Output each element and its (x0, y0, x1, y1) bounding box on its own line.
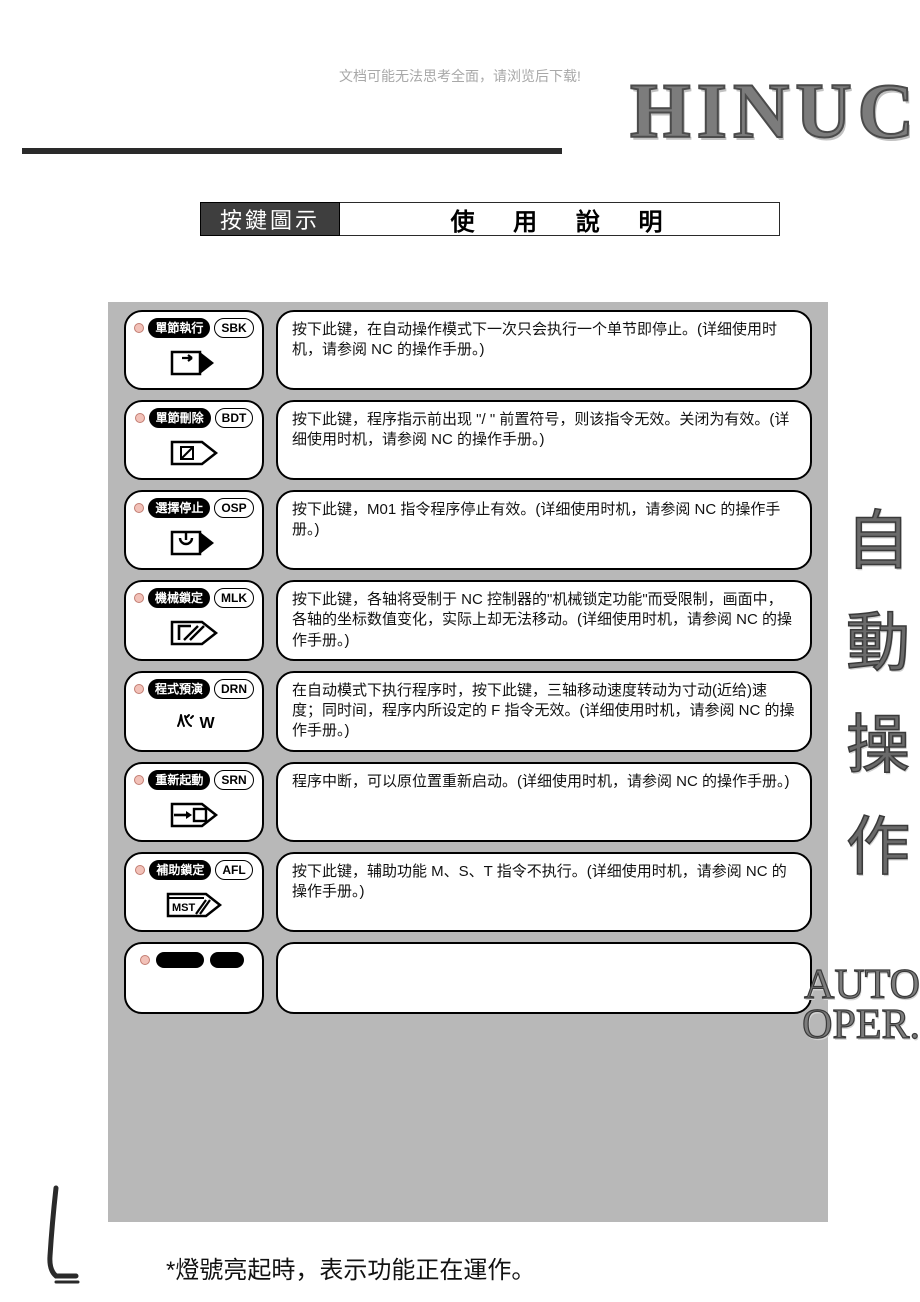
key-drn[interactable]: 程式預演 DRN W (124, 671, 264, 752)
key-sbk[interactable]: 單節執行 SBK (124, 310, 264, 390)
mlk-icon (162, 616, 226, 650)
side-column: 自 動 操 作 (836, 510, 920, 880)
key-cn-label: 程式預演 (148, 679, 210, 699)
footnote: *燈號亮起時，表示功能正在運作。 (166, 1250, 535, 1285)
led-icon (134, 323, 144, 333)
key-mlk[interactable]: 機械鎖定 MLK (124, 580, 264, 661)
desc-afl: 按下此键，辅助功能 M、S、T 指令不执行。(详细使用时机，请参阅 NC 的操作… (276, 852, 812, 932)
key-osp[interactable]: 選擇停止 OSP (124, 490, 264, 570)
drn-w: W (199, 715, 214, 733)
section-header: 按鍵圖示 使 用 說 明 (200, 202, 780, 236)
led-icon (135, 413, 145, 423)
key-cn-label: 單節執行 (148, 318, 210, 338)
key-code-label: SBK (214, 318, 253, 338)
key-srn[interactable]: 重新起動 SRN (124, 762, 264, 842)
desc-sbk: 按下此键，在自动操作模式下一次只会执行一个单节即停止。(详细使用时机，请参阅 N… (276, 310, 812, 390)
section-right-label: 使 用 說 明 (340, 202, 780, 236)
section-left-label: 按鍵圖示 (200, 202, 340, 236)
key-panel: 單節執行 SBK 按下此键，在自动操作模式下一次只会执行一个单节即停止。(详细使… (108, 302, 828, 1222)
key-code-label: BDT (215, 408, 254, 428)
row-afl: 補助鎖定 AFL MST 按下此键，辅助功能 M、S、T 指令不执行。(详细使用… (124, 852, 812, 932)
key-afl[interactable]: 補助鎖定 AFL MST (124, 852, 264, 932)
desc-blank (276, 942, 812, 1014)
key-code-label: OSP (214, 498, 253, 518)
key-cn-label: 選擇停止 (148, 498, 210, 518)
desc-drn: 在自动模式下执行程序时，按下此键，三轴移动速度转动为寸动(近给)速度；同时间，程… (276, 671, 812, 752)
row-drn: 程式預演 DRN W 在自动模式下执行程序时，按下此键，三轴移动速度转动为寸动(… (124, 671, 812, 752)
key-cn-label: 單節刪除 (149, 408, 211, 428)
osp-icon (162, 526, 226, 560)
drn-icon: W (162, 707, 226, 741)
led-icon (134, 684, 144, 694)
led-icon (134, 593, 144, 603)
led-icon (134, 775, 144, 785)
brand-logo: HINUC (630, 78, 920, 144)
row-srn: 重新起動 SRN 程序中断，可以原位置重新启动。(详细使用时机，请参阅 NC 的… (124, 762, 812, 842)
svg-text:MST: MST (172, 902, 196, 914)
row-osp: 選擇停止 OSP 按下此键，M01 指令程序停止有效。(详细使用时机，请参阅 N… (124, 490, 812, 570)
auto-oper-label: AUTO OPER. (802, 966, 920, 1046)
key-blank (124, 942, 264, 1014)
led-icon (134, 503, 144, 513)
side-char-2: 動 (846, 612, 910, 676)
desc-osp: 按下此键，M01 指令程序停止有效。(详细使用时机，请参阅 NC 的操作手册。) (276, 490, 812, 570)
row-blank (124, 942, 812, 1014)
side-char-1: 自 (846, 510, 910, 574)
srn-icon (162, 798, 226, 832)
key-cn-label: 重新起動 (148, 770, 210, 790)
key-code-label: SRN (214, 770, 253, 790)
key-code-label: DRN (214, 679, 254, 699)
sbk-icon (162, 346, 226, 380)
header-rule (22, 148, 562, 154)
row-mlk: 機械鎖定 MLK 按下此键，各轴将受制于 NC 控制器的"机械锁定功能"而受限制… (124, 580, 812, 661)
blank-bar (156, 952, 204, 968)
desc-bdt: 按下此键，程序指示前出现 "/ " 前置符号，则该指令无效。关闭为有效。(详细使… (276, 400, 812, 480)
side-char-3: 操 (846, 714, 910, 778)
led-icon (135, 865, 145, 875)
key-bdt[interactable]: 單節刪除 BDT (124, 400, 264, 480)
key-code-label: MLK (214, 588, 254, 608)
side-char-4: 作 (846, 816, 910, 880)
corner-mark-icon (36, 1184, 84, 1294)
blank-bar (210, 952, 244, 968)
led-icon (140, 955, 150, 965)
row-bdt: 單節刪除 BDT 按下此键，程序指示前出现 "/ " 前置符号，则该指令无效。关… (124, 400, 812, 480)
row-sbk: 單節執行 SBK 按下此键，在自动操作模式下一次只会执行一个单节即停止。(详细使… (124, 310, 812, 390)
key-code-label: AFL (215, 860, 252, 880)
afl-icon: MST (162, 888, 226, 922)
desc-srn: 程序中断，可以原位置重新启动。(详细使用时机，请参阅 NC 的操作手册。) (276, 762, 812, 842)
key-cn-label: 補助鎖定 (149, 860, 211, 880)
key-cn-label: 機械鎖定 (148, 588, 210, 608)
desc-mlk: 按下此键，各轴将受制于 NC 控制器的"机械锁定功能"而受限制，画面中，各轴的坐… (276, 580, 812, 661)
bdt-icon (162, 436, 226, 470)
